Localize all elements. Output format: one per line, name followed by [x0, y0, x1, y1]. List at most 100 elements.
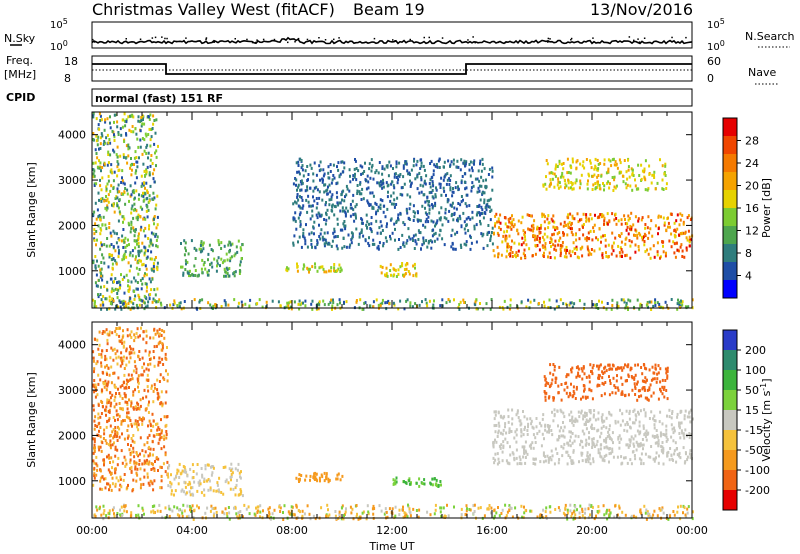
heatmap-cell [587, 179, 589, 183]
heatmap-cell [439, 186, 442, 189]
heatmap-cell [146, 205, 149, 209]
heatmap-cell [451, 228, 454, 232]
heatmap-cell [200, 242, 203, 246]
heatmap-cell [545, 175, 547, 179]
heatmap-cell [313, 232, 315, 236]
heatmap-cell [666, 374, 669, 378]
heatmap-cell [552, 373, 555, 377]
heatmap-cell [567, 395, 570, 399]
heatmap-cell [127, 434, 130, 438]
heatmap-cell [94, 148, 97, 152]
heatmap-cell [294, 211, 297, 215]
heatmap-cell [100, 353, 103, 357]
heatmap-cell [105, 328, 108, 332]
heatmap-cell [539, 226, 542, 230]
heatmap-cell [514, 430, 517, 434]
heatmap-cell [662, 449, 665, 453]
heatmap-cell [601, 300, 603, 304]
heatmap-cell [147, 300, 150, 304]
heatmap-cell [426, 199, 429, 203]
heatmap-cell [413, 262, 416, 266]
heatmap-cell [144, 132, 147, 136]
heatmap-cell [97, 382, 100, 386]
heatmap-cell [506, 229, 508, 233]
heatmap-cell [587, 231, 590, 235]
heatmap-cell [150, 250, 153, 254]
heatmap-cell [407, 217, 410, 221]
heatmap-cell [124, 304, 127, 308]
heatmap-cell [103, 385, 106, 389]
heatmap-cell [304, 478, 307, 482]
heatmap-cell [127, 238, 129, 242]
heatmap-cell [445, 193, 447, 197]
heatmap-cell [530, 224, 533, 228]
heatmap-cell [408, 272, 411, 276]
heatmap-cell [672, 510, 675, 513]
heatmap-cell [624, 242, 627, 246]
heatmap-cell [440, 506, 443, 510]
heatmap-cell [339, 270, 342, 273]
heatmap-cell [420, 178, 423, 182]
heatmap-cell [145, 152, 148, 155]
heatmap-cell [329, 163, 332, 167]
heatmap-cell [169, 485, 172, 489]
heatmap-cell [116, 190, 119, 194]
heatmap-cell [591, 397, 594, 401]
heatmap-cell [690, 433, 693, 436]
heatmap-cell [110, 163, 113, 167]
heatmap-cell [307, 178, 309, 182]
heatmap-cell [338, 298, 341, 302]
heatmap-cell [147, 249, 149, 253]
heatmap-cell [107, 179, 110, 183]
heatmap-cell [344, 224, 347, 228]
heatmap-cell [682, 220, 685, 224]
heatmap-cell [100, 261, 103, 264]
heatmap-cell [133, 461, 136, 465]
heatmap-cell [451, 212, 454, 216]
heatmap-cell [439, 480, 442, 483]
heatmap-cell [138, 156, 140, 160]
heatmap-cell [571, 157, 574, 161]
heatmap-cell [465, 240, 468, 244]
heatmap-cell [139, 138, 142, 142]
heatmap-cell [93, 184, 96, 187]
heatmap-cell [336, 217, 339, 221]
heatmap-cell [245, 507, 248, 511]
heatmap-cell [302, 228, 305, 232]
heatmap-cell [563, 415, 566, 419]
heatmap-cell [627, 373, 630, 377]
heatmap-cell [122, 192, 125, 196]
heatmap-cell [658, 454, 660, 458]
heatmap-cell [146, 385, 149, 389]
heatmap-cell [442, 186, 445, 190]
heatmap-cell [395, 165, 398, 169]
heatmap-cell [649, 455, 652, 459]
heatmap-cell [143, 369, 146, 373]
heatmap-cell [464, 164, 466, 168]
heatmap-cell [110, 365, 113, 369]
heatmap-cell [326, 188, 329, 192]
heatmap-cell [686, 415, 689, 419]
heatmap-cell [470, 186, 473, 190]
heatmap-cell [605, 440, 608, 444]
heatmap-cell [571, 182, 574, 186]
heatmap-cell [92, 404, 95, 408]
heatmap-cell [100, 449, 103, 453]
heatmap-cell [428, 191, 431, 195]
heatmap-cell [336, 303, 339, 307]
heatmap-cell [422, 193, 425, 197]
heatmap-cell [603, 219, 606, 223]
heatmap-cell [300, 474, 303, 477]
heatmap-cell [92, 459, 95, 463]
heatmap-cell [564, 506, 567, 510]
heatmap-cell [585, 423, 587, 427]
heatmap-cell [404, 263, 407, 267]
heatmap-cell [497, 233, 500, 237]
heatmap-cell [418, 484, 421, 488]
heatmap-cell [149, 238, 152, 242]
heatmap-cell [325, 241, 328, 245]
heatmap-cell [99, 487, 102, 491]
heatmap-cell [543, 232, 546, 236]
heatmap-cell [142, 217, 145, 221]
heatmap-cell [657, 443, 660, 447]
